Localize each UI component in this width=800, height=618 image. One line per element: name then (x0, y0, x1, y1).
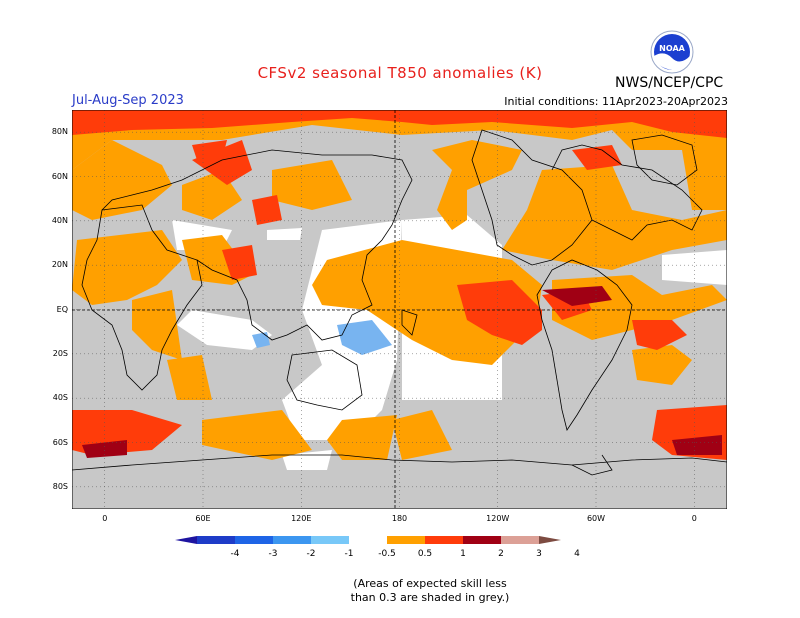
colorbar-segment (501, 536, 539, 544)
colorbar-tick-label: -3 (269, 549, 278, 559)
coastlines (72, 129, 727, 476)
lat-tick-label: EQ (56, 304, 68, 314)
colorbar-tick-label: 3 (536, 549, 542, 559)
noaa-logo-icon: NOAA (650, 30, 694, 74)
colorbar-segment (273, 536, 311, 544)
colorbar: -4 -3 -2 -1 -0.5 0.5 1 2 3 4 (175, 536, 580, 559)
colorbar-tick-label: -2 (307, 549, 316, 559)
colorbar-segment (425, 536, 463, 544)
colorbar-tick-label: 0.5 (418, 549, 432, 559)
lon-tick-label: 0 (691, 514, 697, 523)
colorbar-tick-label: -4 (231, 549, 240, 559)
lon-tick-label: 60W (586, 514, 606, 523)
colorbar-segment (311, 536, 349, 544)
lat-tick-label: 60S (52, 437, 68, 447)
colorbar-segment (349, 536, 387, 544)
season-label: Jul-Aug-Sep 2023 (72, 93, 184, 108)
lat-tick-label: 40S (52, 393, 68, 403)
gridlines (72, 110, 727, 509)
colorbar-segment (463, 536, 501, 544)
anomaly-map (72, 110, 727, 509)
map-title: CFSv2 seasonal T850 anomalies (K) (257, 64, 543, 82)
lon-tick-label: 120W (486, 514, 510, 523)
skill-note: (Areas of expected skill less than 0.3 a… (0, 577, 800, 605)
lat-tick-label: 60N (51, 171, 68, 181)
lon-tick-label: 0 (102, 514, 108, 523)
colorbar-tick-label: -0.5 (378, 549, 396, 559)
colorbar-tick-label: 4 (574, 549, 580, 559)
lat-tick-label: 20S (52, 348, 68, 358)
lat-tick-label: 40N (51, 215, 68, 225)
colorbar-tick-label: -1 (345, 549, 354, 559)
colorbar-tick-label: 2 (498, 549, 504, 559)
logo-text: NOAA (659, 44, 685, 53)
lat-tick-label: 80S (52, 481, 68, 491)
warm-anomaly-2-3 (82, 286, 722, 458)
warm-anomaly-1-2 (72, 110, 727, 460)
skill-note-line-2: than 0.3 are shaded in grey.) (350, 591, 510, 604)
lon-tick-label: 120E (291, 514, 312, 523)
lat-tick-label: 80N (51, 127, 68, 137)
lat-tick-label: 20N (51, 260, 68, 270)
colorbar-segment (235, 536, 273, 544)
agency-label: NWS/NCEP/CPC (615, 75, 724, 91)
skill-note-line-1: (Areas of expected skill less (353, 577, 507, 590)
colorbar-tick-label: 1 (460, 549, 466, 559)
cool-anomaly-0-5-1 (252, 320, 392, 355)
colorbar-low-arrow (175, 536, 197, 544)
colorbar-high-arrow (539, 536, 561, 544)
initial-conditions-label: Initial conditions: 11Apr2023-20Apr2023 (504, 95, 728, 108)
colorbar-segment (387, 536, 425, 544)
lon-tick-label: 180 (391, 514, 408, 523)
colorbar-segment (197, 536, 235, 544)
lon-tick-label: 60E (195, 514, 211, 523)
